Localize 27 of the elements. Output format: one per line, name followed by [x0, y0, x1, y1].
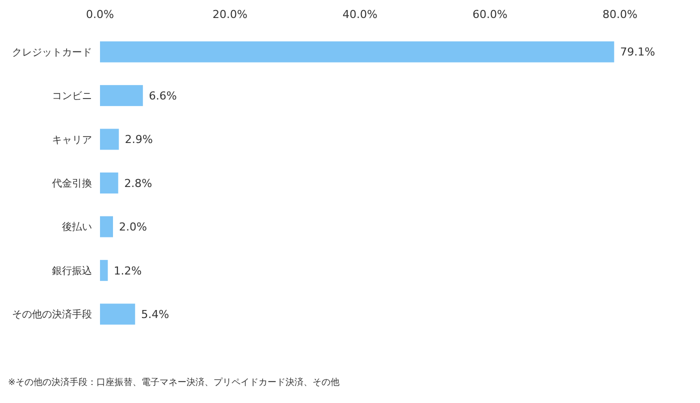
bar: [100, 216, 113, 238]
y-tick-label: その他の決済手段: [12, 308, 92, 321]
x-tick-label: 60.0%: [472, 8, 508, 21]
y-tick-label: 銀行振込: [52, 264, 92, 277]
data-label: 2.9%: [124, 133, 153, 146]
x-tick-label: 80.0%: [602, 8, 638, 21]
x-tick-label: 20.0%: [212, 8, 248, 21]
data-label: 1.2%: [114, 264, 142, 278]
y-tick-label: キャリア: [52, 134, 92, 146]
y-tick-label: 後払い: [62, 221, 92, 234]
bar: [100, 128, 119, 150]
y-tick-label: クレジットカード: [12, 47, 92, 58]
data-label: 5.4%: [141, 308, 170, 321]
bar: [100, 172, 118, 194]
data-label: 79.1%: [620, 46, 656, 59]
data-label: 2.8%: [124, 176, 152, 190]
data-label: 2.0%: [119, 220, 147, 234]
bar: [100, 260, 108, 281]
text: ※その他の決済手段：口座振替、電子マネー決済、プリペイドカード決済、その他: [8, 377, 340, 388]
y-tick-label: コンビニ: [52, 91, 92, 102]
y-tick-label: 代金引換: [51, 178, 92, 190]
bar: [100, 41, 614, 62]
x-tick-label: 40.0%: [342, 8, 378, 21]
data-label: 6.6%: [148, 89, 177, 102]
bar: [100, 304, 136, 325]
x-tick-label: 0.0%: [86, 8, 114, 21]
bar: [100, 85, 143, 106]
